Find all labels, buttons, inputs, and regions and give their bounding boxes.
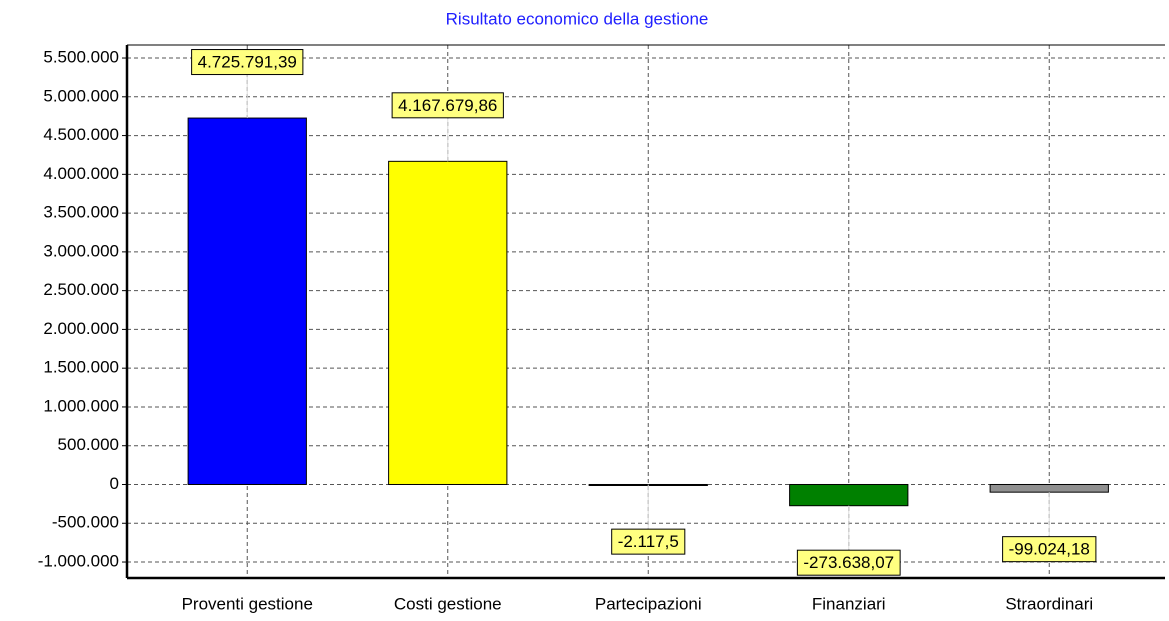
value-label: -273.638,07 [796, 549, 901, 576]
y-tick-label: 1.500.000 [43, 358, 119, 377]
x-tick-label: Costi gestione [394, 594, 502, 613]
x-tick-label: Partecipazioni [595, 594, 702, 613]
chart-title: Risultato economico della gestione [446, 9, 709, 28]
x-tick-label: Proventi gestione [182, 594, 313, 613]
x-tick-label: Straordinari [1005, 594, 1093, 613]
value-label-box [796, 549, 901, 576]
value-label-text: -273.638,07 [803, 553, 894, 572]
y-tick-label: 4.500.000 [43, 125, 119, 144]
y-tick-label: 4.000.000 [43, 164, 119, 183]
y-tick-label: 2.000.000 [43, 319, 119, 338]
bar [989, 483, 1109, 493]
value-label-box [1002, 536, 1097, 563]
bar [187, 117, 307, 485]
value-label-text: -2.117,5 [618, 532, 679, 551]
y-tick-label: 1.000.000 [43, 396, 119, 415]
y-tick-label: -1.000.000 [38, 552, 119, 571]
y-tick-label: 3.500.000 [43, 203, 119, 222]
value-label: 4.725.791,39 [191, 49, 304, 76]
y-tick-label: 500.000 [58, 435, 119, 454]
value-label-box [191, 49, 304, 76]
x-tick-label: Finanziari [812, 594, 886, 613]
y-tick-label: 3.000.000 [43, 241, 119, 260]
value-label: -99.024,18 [1002, 536, 1097, 563]
value-label-box [611, 528, 686, 555]
value-label-text: -99.024,18 [1009, 540, 1090, 559]
value-label: -2.117,5 [611, 528, 686, 555]
value-label: 4.167.679,86 [391, 92, 504, 119]
y-tick-label: 5.500.000 [43, 48, 119, 67]
value-label-text: 4.167.679,86 [398, 96, 497, 115]
value-label-text: 4.725.791,39 [198, 53, 297, 72]
y-tick-label: -500.000 [52, 513, 119, 532]
y-tick-label: 2.500.000 [43, 280, 119, 299]
y-tick-label: 0 [110, 474, 119, 493]
bar [388, 160, 508, 485]
value-label-box [391, 92, 504, 119]
y-tick-label: 5.000.000 [43, 86, 119, 105]
bar [789, 483, 909, 507]
